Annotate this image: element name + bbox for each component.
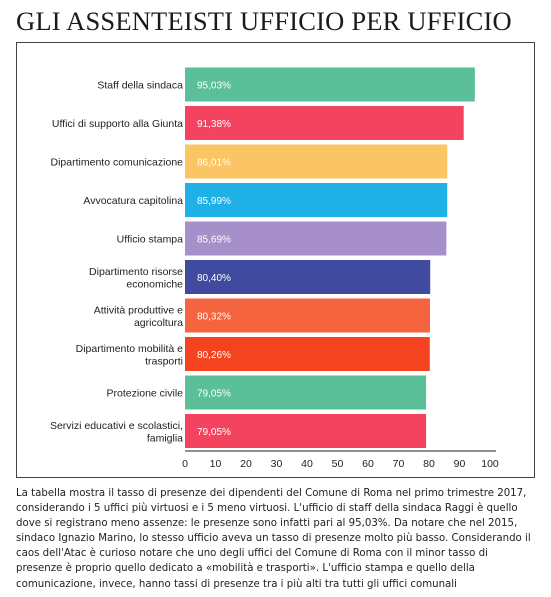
bar [185,183,448,217]
x-tick-label: 30 [271,458,283,470]
bar-value-label: 79,05% [197,389,231,400]
bar [185,144,448,179]
bar [185,260,431,294]
category-label: Dipartimento risorse [89,266,183,278]
category-label: famiglia [147,432,183,444]
bar-value-label: 85,99% [197,196,231,207]
bar-value-label: 79,05% [197,427,231,438]
category-label: Avvocatura capitolina [83,195,183,207]
bar-value-label: 80,26% [197,350,231,361]
x-tick-label: 70 [393,458,405,470]
x-tick-label: 80 [423,458,435,470]
x-tick-label: 10 [210,458,222,470]
bar [185,67,475,102]
bar [185,414,427,448]
bar-value-label: 91,38% [197,119,231,130]
x-tick-label: 60 [362,458,374,470]
bar [185,106,464,140]
category-label: Uffici di supporto alla Giunta [52,118,183,130]
x-tick-label: 50 [332,458,344,470]
bar-value-label: 85,69% [197,235,231,246]
headline: GLI ASSENTEISTI UFFICIO PER UFFICIO [16,6,512,36]
x-tick-label: 90 [454,458,466,470]
bar-chart: 0 10 20 30 40 50 60 70 80 90 100 Staff della sindac… [50,67,499,470]
chart-panel: 0 10 20 30 40 50 60 70 80 90 100 Staff della sindac… [16,42,535,478]
category-label: agricoltura [134,317,183,329]
category-label: Dipartimento comunicazione [51,157,184,169]
bar-value-label: 80,40% [197,273,231,284]
category-label: Dipartimento mobilità e [76,343,184,355]
bar-value-label: 86,01% [197,158,231,169]
category-label: Attività produttive e [94,304,183,316]
category-label: Staff della sindaca [97,80,183,92]
category-label: economiche [126,278,183,290]
category-label: Servizi educativi e scolastici, [50,420,183,432]
bar [185,298,430,333]
bar-value-label: 80,32% [197,312,231,323]
bar [185,221,447,256]
x-tick-label: 40 [301,458,313,470]
category-label: Ufficio stampa [117,234,183,246]
x-tick-label: 20 [240,458,252,470]
bar [185,337,430,371]
category-label: trasporti [145,355,183,367]
bar [185,375,427,410]
bar-value-label: 95,03% [197,81,231,92]
x-tick-label: 0 [182,458,188,470]
caption: La tabella mostra il tasso di presenze d… [16,488,531,590]
category-label: Protezione civile [107,388,184,400]
x-tick-label: 100 [481,458,499,470]
